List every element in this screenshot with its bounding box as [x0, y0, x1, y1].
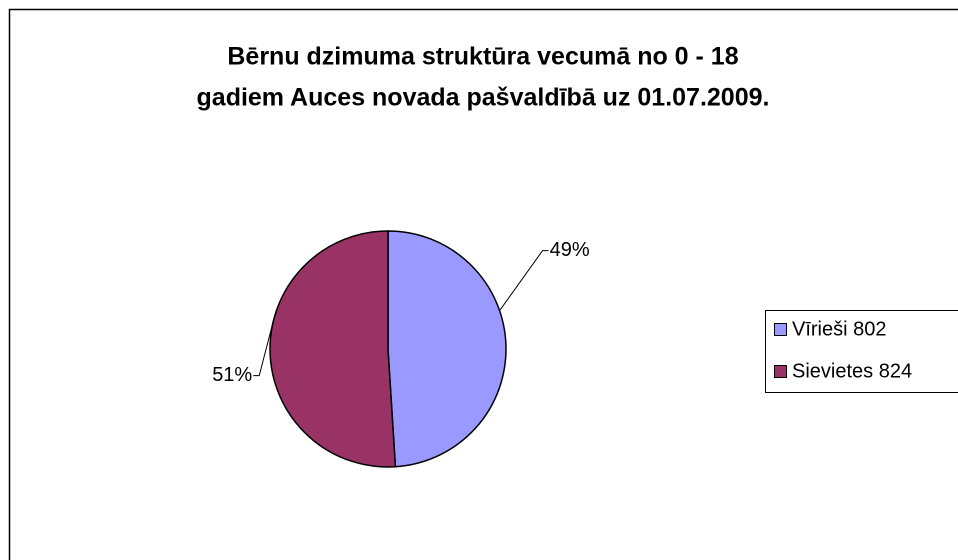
chart-title: gadiem Auces novada pašvaldībā uz 01.07.…	[197, 84, 770, 112]
chart-title: Bērnu dzimuma struktūra vecumā no 0 - 18	[227, 43, 738, 71]
data-label: 51%	[212, 364, 252, 386]
legend-swatch	[774, 323, 787, 336]
leader-line	[499, 250, 549, 311]
leader-line	[253, 317, 275, 377]
data-label: 49%	[550, 239, 590, 261]
legend-label: Vīrieši 802	[792, 318, 887, 340]
legend-box	[765, 310, 958, 393]
legend-label: Sievietes 824	[792, 360, 912, 382]
pie-slice	[387, 230, 507, 468]
pie-slice	[269, 230, 397, 468]
legend-swatch	[774, 365, 787, 378]
